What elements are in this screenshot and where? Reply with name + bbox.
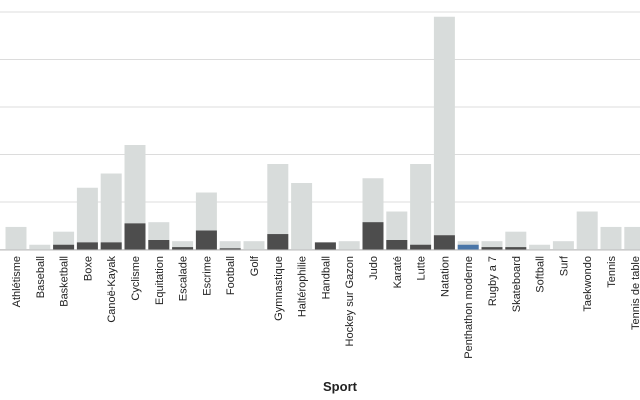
x-tick-label: Taekwondo (582, 256, 594, 312)
x-tick-labels: Athlétisme Baseball Basketball Boxe Canoë-Ka… (11, 255, 640, 359)
bar-value-18 (433, 235, 455, 250)
x-axis-title: Sport (323, 379, 358, 394)
background-bars (5, 16, 640, 250)
bar-value-5 (124, 223, 146, 250)
bar-value-17 (410, 244, 432, 250)
x-tick-label: Haltérophilie (297, 256, 309, 317)
bar-total-23 (552, 241, 574, 250)
bar-total-18 (433, 16, 455, 250)
bar-value-9 (219, 248, 241, 250)
x-tick-label: Natation (439, 256, 451, 297)
bar-total-11 (267, 164, 289, 250)
bar-total-4 (100, 173, 122, 250)
x-tick-label: Karaté (392, 256, 404, 288)
bar-total-25 (600, 226, 622, 250)
x-tick-label: Lutte (416, 256, 428, 280)
bar-value-3 (76, 242, 98, 250)
x-tick-label: Basketball (59, 256, 71, 307)
x-tick-label: Canoë-Kayak (106, 256, 118, 323)
x-tick-label: Softball (535, 256, 547, 293)
x-tick-label: Skateboard (511, 256, 523, 312)
x-tick-label: Football (225, 256, 237, 295)
bar-total-20 (481, 241, 503, 250)
foreground-bars (53, 222, 527, 250)
bar-total-21 (505, 231, 527, 250)
x-tick-label: Gymnastique (273, 256, 285, 321)
x-tick-label: Golf (249, 255, 261, 276)
bar-value-6 (148, 240, 170, 250)
bar-value-11 (267, 234, 289, 250)
bar-value-21 (505, 247, 527, 250)
bar-value-2 (53, 244, 75, 250)
bar-total-3 (76, 187, 98, 250)
x-tick-label: Cyclisme (130, 256, 142, 301)
x-tick-label: Equitation (154, 256, 166, 305)
bar-value-4 (100, 242, 122, 250)
x-tick-label: Rugby a 7 (487, 256, 499, 306)
bar-total-10 (243, 241, 265, 250)
x-tick-label: Tennis (606, 256, 618, 288)
x-tick-label: Hockey sur Gazon (344, 256, 356, 346)
bar-total-24 (576, 211, 598, 250)
x-tick-label: Tennis de table (630, 256, 640, 330)
bar-total-1 (29, 244, 51, 250)
bar-total-26 (624, 226, 640, 250)
x-tick-label: Escrime (201, 256, 213, 296)
bar-total-17 (410, 164, 432, 250)
x-tick-label: Boxe (82, 256, 94, 281)
bar-value-20 (481, 247, 503, 250)
bar-value-7 (172, 247, 194, 250)
x-tick-label: Athlétisme (11, 256, 23, 307)
bar-total-9 (219, 241, 241, 250)
bar-value-16 (386, 240, 408, 250)
bar-total-7 (172, 241, 194, 250)
bar-value-8 (195, 230, 217, 250)
bar-total-0 (5, 226, 27, 250)
x-tick-label: Baseball (35, 256, 47, 298)
bar-total-12 (291, 183, 313, 250)
bar-total-22 (529, 244, 551, 250)
x-tick-label: Judo (368, 256, 380, 280)
bar-value-13 (314, 242, 336, 250)
x-tick-label: Surf (558, 255, 570, 276)
bar-value-19 (457, 244, 479, 250)
bar-total-14 (338, 241, 360, 250)
x-tick-label: Escalade (178, 256, 190, 301)
x-tick-label: Penthathon moderne (463, 256, 475, 359)
bar-value-15 (362, 222, 384, 250)
x-tick-label: Handball (320, 256, 332, 299)
